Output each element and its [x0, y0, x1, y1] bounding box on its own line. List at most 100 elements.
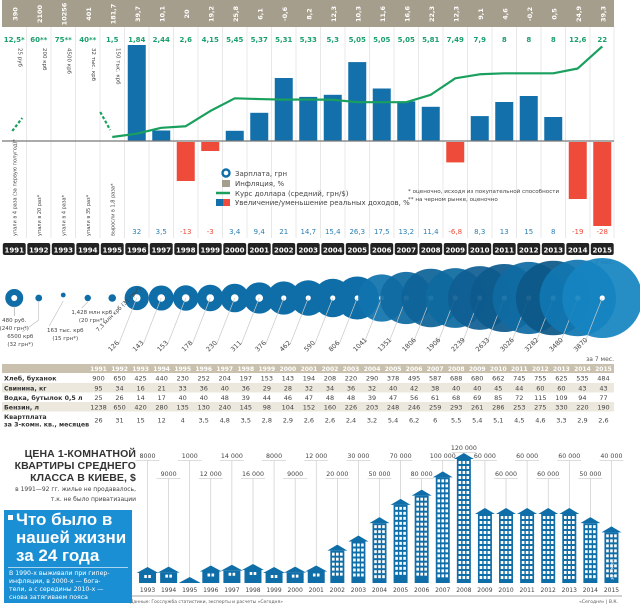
apartment-window — [445, 544, 449, 548]
table-cell: 48 — [221, 394, 229, 402]
table-cell: 45 — [494, 385, 502, 393]
apartment-window — [445, 554, 449, 558]
apartment-window — [382, 550, 385, 554]
apartment-window — [458, 576, 462, 579]
apartment-window — [395, 526, 398, 530]
apartment-window — [416, 502, 419, 506]
apartment-window — [610, 544, 613, 548]
apartment-window — [357, 553, 360, 557]
source-right: «Сегодня» | В.К. — [579, 599, 618, 605]
table-cell: 2,6 — [325, 417, 335, 425]
apartment-price-label: 9000 — [287, 471, 303, 478]
apartment-window — [357, 568, 360, 572]
salary-label: 143 — [131, 339, 145, 353]
apartment-window — [546, 571, 550, 574]
apartment-window — [445, 534, 449, 538]
apartment-title-line: КЛАССА В КИЕВЕ, $ — [30, 472, 136, 484]
apartment-price-label: 100 000 — [430, 453, 456, 460]
apartment-window — [500, 516, 504, 519]
apartment-year: 2007 — [435, 587, 450, 594]
dollar-rate-value: 7,9 — [474, 36, 487, 44]
table-cell: 17 — [157, 394, 165, 402]
apartment-window — [458, 496, 462, 499]
table-cell: 378 — [387, 375, 399, 383]
apartment-window — [521, 521, 525, 524]
income-change-label: 15,4 — [325, 228, 341, 236]
early-income-note: выросли в 1,8 раза* — [110, 183, 116, 236]
apartment-window — [441, 504, 445, 508]
table-cell: 261 — [471, 404, 483, 412]
apartment-window — [336, 572, 339, 576]
table-cell: 6,2 — [409, 417, 419, 425]
apartment-building-1997 — [223, 570, 241, 583]
year-tag: 1994 — [78, 247, 98, 255]
apartment-window — [249, 572, 253, 575]
table-cell: 230 — [176, 375, 188, 383]
apartment-window — [479, 571, 483, 574]
apartment-window — [589, 530, 592, 534]
apartment-window — [466, 461, 470, 464]
year-tag-bg — [296, 243, 320, 255]
apartment-window — [525, 556, 529, 559]
apartment-price-label: 14 000 — [221, 453, 243, 460]
table-cell: 36 — [347, 385, 355, 393]
income-change-label: 13 — [500, 228, 509, 236]
apartment-window — [441, 554, 445, 558]
apartment-window — [571, 561, 575, 564]
year-tag-bg — [125, 243, 149, 255]
apartment-window — [437, 504, 441, 508]
table-cell: 2,9 — [283, 417, 293, 425]
apartment-window — [437, 519, 441, 523]
info-box-marker — [8, 515, 13, 520]
apartment-window — [437, 524, 441, 528]
apartment-window — [424, 527, 427, 531]
early-income-note: упали в 4 раза (за первую полугод)* — [12, 139, 18, 236]
apartment-price-label: 40 000 — [600, 453, 622, 460]
inflation-value: 22,3 — [428, 6, 436, 22]
dollar-rate-value: 40** — [79, 36, 96, 44]
apartment-window — [585, 530, 588, 534]
apartment-window — [593, 525, 596, 529]
apartment-window — [441, 534, 445, 538]
apartment-window — [563, 561, 567, 564]
dollar-rate-value: 5,81 — [422, 36, 439, 44]
table-cell: 293 — [450, 404, 462, 412]
apartment-window — [529, 556, 533, 559]
table-cell: 440 — [155, 375, 167, 383]
apartment-window — [508, 566, 512, 569]
table-cell: 286 — [492, 404, 504, 412]
apartment-window — [589, 545, 592, 549]
apartment-window — [445, 494, 449, 498]
table-cell: 190 — [597, 404, 609, 412]
apartment-window — [525, 531, 529, 534]
apartment-roof — [496, 508, 517, 514]
year-tag-bg — [76, 243, 100, 255]
salary-label: 2239 — [450, 336, 467, 353]
year-tag: 2011 — [495, 247, 515, 255]
table-cell: 38 — [431, 385, 439, 393]
apartment-window — [462, 466, 466, 469]
apartment-window — [420, 567, 423, 571]
apartment-window — [403, 546, 406, 550]
salary-label: 1351 — [376, 336, 393, 353]
apartment-window — [563, 576, 567, 579]
salary-leader-line — [338, 297, 358, 345]
dollar-rate-value: 2,6 — [180, 36, 193, 44]
apartment-window — [420, 502, 423, 506]
table-cell: 44 — [515, 385, 523, 393]
year-tag: 1999 — [201, 247, 221, 255]
apartment-price-label: 8000 — [140, 453, 156, 460]
early-salary-rotated: 200 крб — [41, 48, 47, 71]
apartment-window — [403, 551, 406, 555]
apartment-window — [420, 497, 423, 501]
year-tag-bg — [174, 243, 198, 255]
apartment-window — [508, 541, 512, 544]
apartment-window — [357, 573, 360, 577]
dollar-rate-value: 5,05 — [398, 36, 415, 44]
apartment-window — [466, 556, 470, 559]
apartment-window — [483, 536, 487, 539]
apartment-window — [542, 566, 546, 569]
income-change-label: 3,5 — [156, 228, 167, 236]
table-cell: 12 — [157, 417, 165, 425]
apartment-window — [458, 531, 462, 534]
